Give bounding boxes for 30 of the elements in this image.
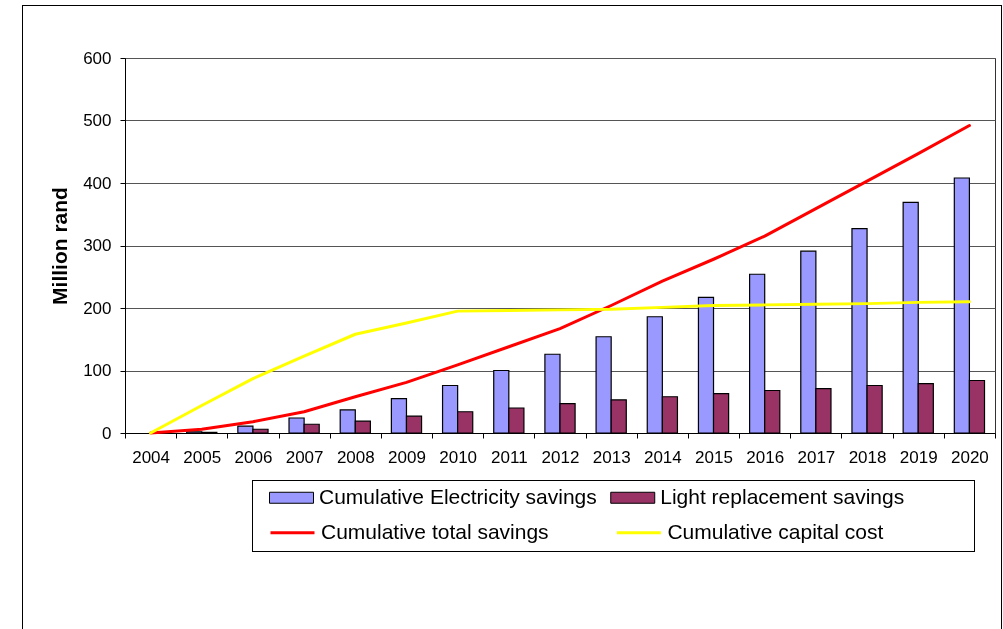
x-tick-label: 2007	[285, 447, 324, 467]
y-tick-label: 400	[83, 173, 112, 193]
x-tick-label: 2019	[899, 447, 938, 467]
x-tick-label: 2010	[439, 447, 478, 467]
y-tick-label: 100	[83, 361, 112, 380]
line-series	[149, 300, 971, 435]
legend-label: Cumulative Electricity savings	[319, 484, 597, 508]
y-axis-title: Million rand	[48, 187, 72, 305]
x-tick-label: 2014	[643, 447, 682, 467]
x-tick-label: 2008	[336, 447, 375, 467]
x-tick-label: 2011	[491, 447, 528, 467]
legend-label: Light replacement savings	[660, 484, 905, 508]
y-tick-label: 200	[83, 298, 112, 318]
x-tick-label: 2017	[797, 447, 836, 467]
x-tick-label: 2016	[746, 447, 785, 467]
x-tick-label: 2012	[541, 447, 580, 467]
x-tick-label: 2006	[234, 447, 273, 467]
y-tick-label: 300	[83, 236, 112, 255]
x-tick-label: 2020	[951, 447, 989, 467]
y-tick-label: 600	[83, 48, 112, 68]
x-tick-label: 2015	[695, 447, 733, 467]
x-tick-label: 2005	[183, 447, 222, 467]
x-tick-label: 2004	[132, 447, 170, 467]
legend-label: Cumulative total savings	[321, 519, 549, 543]
x-tick-label: 2009	[388, 447, 426, 467]
y-tick-label: 500	[83, 111, 112, 130]
legend-label: Cumulative capital cost	[667, 519, 884, 543]
x-tick-label: 2018	[848, 447, 887, 467]
x-tick-label: 2013	[592, 447, 631, 467]
y-tick-label: 0	[102, 423, 112, 443]
